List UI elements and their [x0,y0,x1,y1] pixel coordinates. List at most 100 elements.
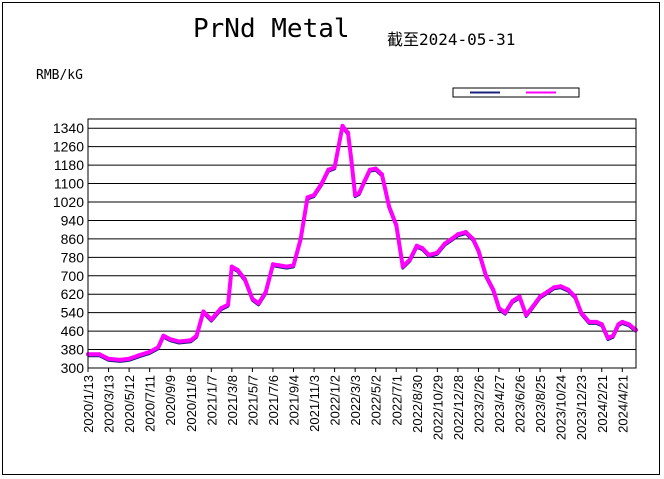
x-tick-label: 2024/4/21 [615,375,630,433]
x-tick-label: 2021/11/3 [307,375,322,432]
y-tick-label: 1340 [53,120,84,136]
data-point [332,165,337,170]
legend [452,87,580,98]
x-tick-label: 2022/3/3 [348,375,363,426]
chart-subtitle: 截至2024-05-31 [387,30,516,49]
data-point [471,236,475,241]
x-tick-label: 2022/8/30 [410,375,425,433]
x-tick-labels: 2020/1/13 2020/3/13 2020/5/12 2020/7/11 2020… [81,368,630,440]
data-point [242,277,247,282]
data-point [517,294,522,299]
x-tick-label: 2020/7/11 [143,375,158,432]
data-point [442,241,447,246]
data-point [229,264,234,269]
data-point [387,204,392,209]
y-tick-label: 940 [61,212,85,228]
data-point [605,336,610,340]
data-point [435,250,440,255]
data-point [291,263,296,268]
data-point [226,302,231,307]
data-point [168,337,173,342]
x-tick-label: 2023/10/24 [554,375,569,440]
data-point [194,333,199,338]
data-point [599,322,604,327]
data-point [510,299,515,304]
data-point [312,193,316,198]
data-point [219,306,224,311]
x-tick-label: 2020/5/12 [122,375,137,433]
data-point [367,167,372,172]
x-tick-label: 2023/2/26 [471,375,486,433]
data-point [414,243,419,248]
y-tick-label: 540 [61,305,85,321]
data-point [552,285,557,290]
data-point [407,257,412,262]
legend-box [452,87,580,98]
series-group [86,123,638,363]
y-tick-label: 380 [61,342,85,358]
data-point [161,333,166,338]
x-tick-label: 2022/10/29 [430,375,445,440]
x-tick-label: 2021/5/7 [245,375,260,426]
data-point [188,338,193,343]
data-point [620,319,625,324]
data-point [400,264,405,269]
data-point [616,322,621,327]
data-point [156,345,161,350]
data-point [579,310,584,315]
y-tick-label: 300 [61,360,85,376]
x-tick-label: 2023/4/27 [492,375,507,433]
data-point [271,262,275,267]
data-point [491,287,496,292]
series-line-shadow [88,125,637,363]
grid-lines [88,127,636,369]
x-tick-label: 2020/11/8 [184,375,199,432]
x-tick-label: 2021/9/4 [287,375,302,426]
data-point [201,309,206,314]
data-point [235,268,240,272]
data-point [587,319,592,324]
data-point [497,306,501,311]
y-tick-label: 700 [61,268,85,284]
data-point [538,294,543,299]
data-point [137,353,141,358]
data-point [427,253,432,257]
data-point [594,319,599,324]
data-point [545,289,550,294]
x-tick-label: 2023/12/23 [574,375,589,440]
data-point [524,313,529,317]
data-point [394,223,399,228]
data-point [449,236,454,241]
data-point [177,339,182,344]
data-point [476,248,481,253]
series-line [86,123,638,362]
y-tick-label: 780 [61,249,85,265]
data-point [277,263,282,268]
data-point [357,190,362,195]
y-tick-label: 1100 [54,176,84,192]
x-tick-label: 2022/5/2 [369,375,384,426]
x-tick-label: 2020/9/9 [163,375,178,426]
data-point [106,356,111,361]
x-tick-label: 2022/7/1 [389,375,404,426]
data-point [373,166,378,171]
data-point [484,273,488,278]
data-point [256,301,261,306]
x-tick-label: 2020/3/13 [102,375,117,433]
data-point [326,167,331,172]
data-point [420,246,425,251]
data-point [573,294,577,299]
data-point [97,352,102,357]
data-point [117,357,122,362]
data-point [626,322,631,327]
data-point [209,317,214,322]
data-point [379,172,384,177]
x-tick-label: 2022/12/28 [451,375,466,440]
data-point [531,303,536,308]
x-tick-label: 2022/1/2 [328,375,343,426]
data-point [250,296,255,301]
data-point [503,310,508,315]
plot-area-border [87,118,637,369]
y-axis-unit-label: RMB/kG [36,68,83,83]
